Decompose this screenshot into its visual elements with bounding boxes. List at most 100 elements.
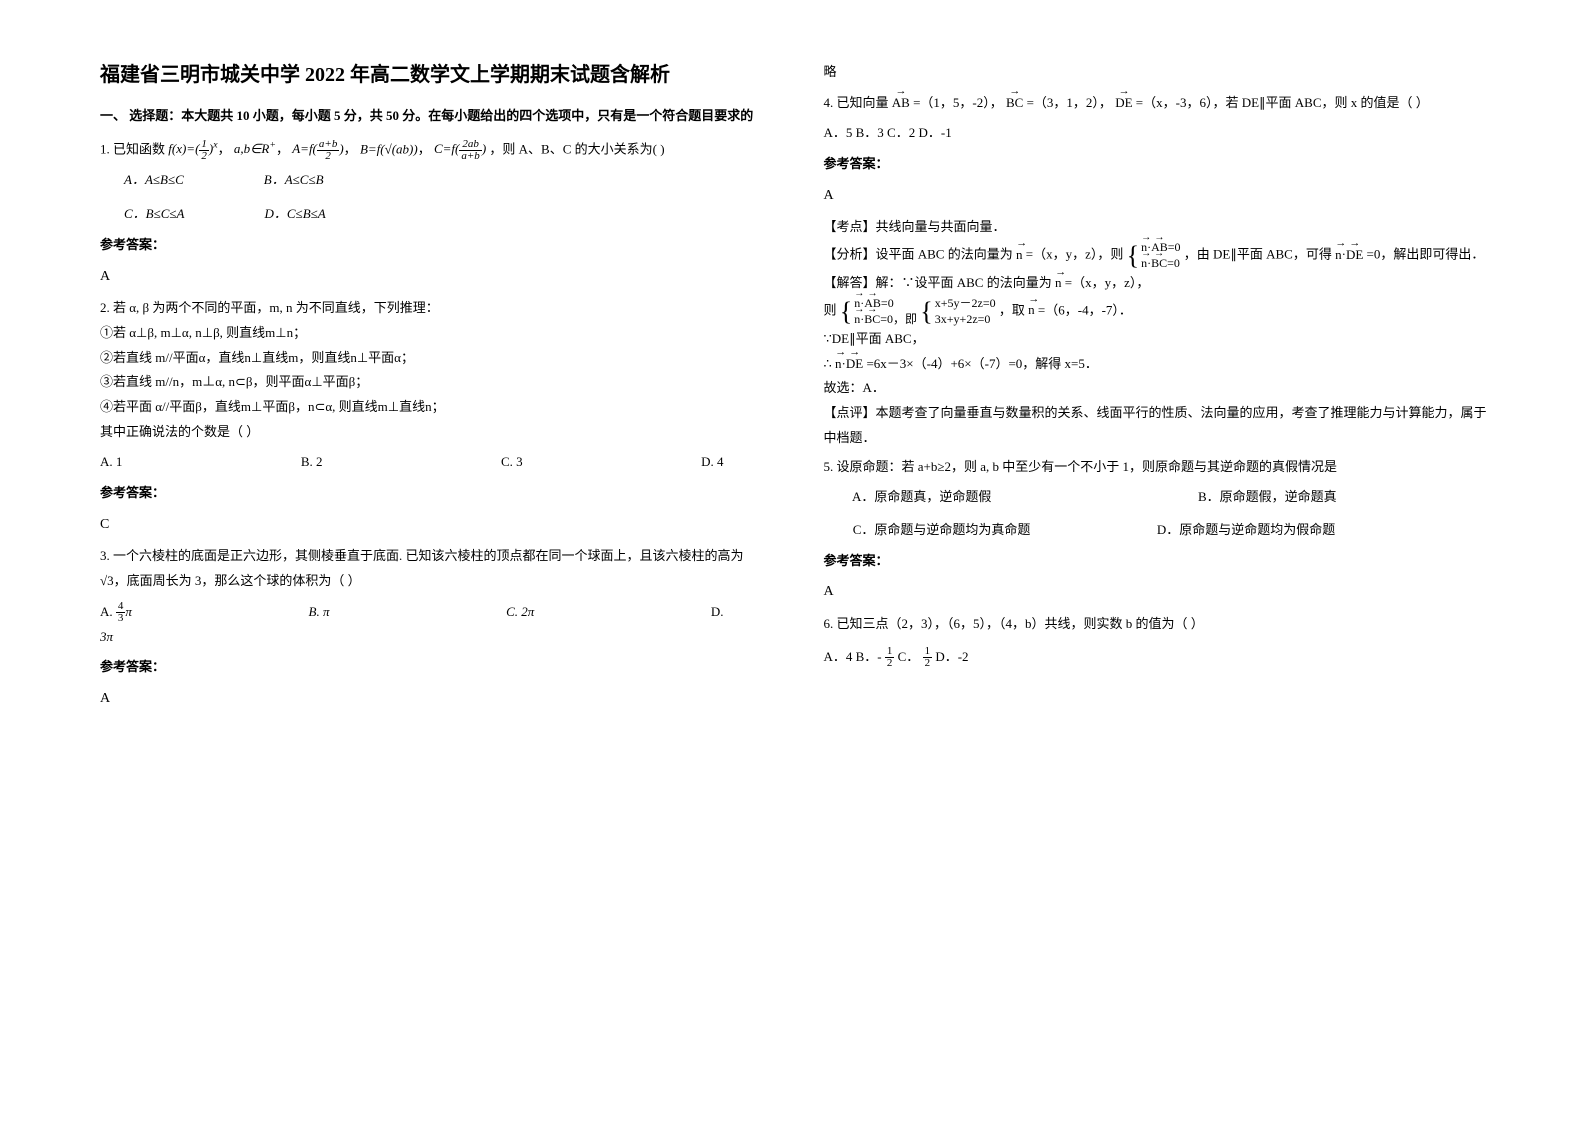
q2-optB: B. 2: [301, 450, 323, 475]
right-column: 略 4. 已知向量 AB =（1，5，-2）， BC =（3，1，2）， DE …: [824, 60, 1488, 1082]
q4-dianp: 【点评】本题考查了向量垂直与数量积的关系、线面平行的性质、法向量的应用，考查了推…: [824, 401, 1488, 450]
q3-optC: C. 2π: [506, 600, 534, 625]
q4-sys-1: { n·AB=0 n·BC=0，即: [840, 296, 917, 327]
section-1-header: 一、 选择题：本大题共 10 小题，每小题 5 分，共 50 分。在每小题给出的…: [100, 104, 764, 129]
vec-DE-2: DE: [1346, 243, 1363, 268]
q2-line2: ②若直线 m//平面α，直线n⊥直线m，则直线n⊥平面α；: [100, 346, 764, 371]
q4-jieda-post: =（x，y，z），: [1065, 275, 1150, 290]
q3-options: A. 43π B. π C. 2π D.: [100, 600, 764, 625]
q4-line-de: ∵DE∥平面 ABC，: [824, 327, 1488, 352]
q5-optC: C．原命题与逆命题均为真命题: [853, 522, 1031, 537]
vec-n-2: n: [1335, 243, 1342, 268]
q4-sys-2: { x+5y－2z=0 3x+y+2z=0: [920, 296, 995, 327]
q4-sys-end: =（6，-4，-7）．: [1038, 302, 1132, 317]
q3-optB: B. π: [309, 600, 330, 625]
question-4: 4. 已知向量 AB =（1，5，-2）， BC =（3，1，2）， DE =（…: [824, 91, 1488, 116]
q4-fenxi-post: ，由 DE∥平面 ABC，可得: [1184, 247, 1332, 262]
q4-fenxi-mid: =（x，y，z），则: [1026, 247, 1124, 262]
q2-answer: C: [100, 512, 764, 539]
q4-calc: =6x－3×（-4）+6×（-7）=0，解得 x=5．: [866, 356, 1097, 371]
q4-answer-label: 参考答案：: [824, 152, 1488, 177]
q4-stem-pre: 4. 已知向量: [824, 95, 889, 110]
q4-sys-l2b: 3x+y+2z=0: [935, 312, 996, 328]
q2-tail: 其中正确说法的个数是（ ）: [100, 420, 764, 445]
q1-optC: C．B≤C≤A: [124, 202, 185, 227]
q5-answer-label: 参考答案：: [824, 549, 1488, 574]
question-6: 6. 已知三点（2，3），（6，5），（4，b）共线，则实数 b 的值为（ ）: [824, 612, 1488, 637]
q1-stem-suffix: ，则 A、B、C 的大小关系为( ): [489, 141, 664, 156]
q4-fenxi-pre: 【分析】设平面 ABC 的法向量为: [824, 247, 1013, 262]
q5-stem: 5. 设原命题：若 a+b≥2，则 a, b 中至少有一个不小于 1，则原命题与…: [824, 455, 1488, 480]
q4-answer: A: [824, 183, 1488, 210]
q4-fenxi-sys: { n·AB=0 n·BC=0: [1127, 240, 1181, 271]
q5-optA: A．原命题真，逆命题假: [852, 489, 991, 504]
q4-sys-post: ，取: [999, 302, 1025, 317]
document-title: 福建省三明市城关中学 2022 年高二数学文上学期期末试题含解析: [100, 60, 764, 90]
exam-page: 福建省三明市城关中学 2022 年高二数学文上学期期末试题含解析 一、 选择题：…: [100, 60, 1487, 1082]
q5-options-row2: C．原命题与逆命题均为真命题 D．原命题与逆命题均为假命题: [824, 518, 1488, 543]
q3-optD2: 3π: [100, 625, 764, 650]
question-2: 2. 若 α, β 为两个不同的平面，m, n 为不同直线，下列推理： ①若 α…: [100, 296, 764, 444]
q6-frac-1: 12: [885, 646, 895, 669]
question-1: 1. 已知函数 f(x)=(12)x， a,b∈R+， A=f(a+b2)， B…: [100, 137, 764, 162]
q2-optA: A. 1: [100, 450, 122, 475]
q4-line-calc: ∴ n·DE =6x－3×（-4）+6×（-7）=0，解得 x=5．: [824, 352, 1488, 377]
q2-optC: C. 3: [501, 450, 523, 475]
q4-system: 则 { n·AB=0 n·BC=0，即 { x+5y－2z=0 3x+y+2z=…: [824, 296, 1488, 327]
q4-stem-mid3: =（x，-3，6），若 DE∥平面 ABC，则 x 的值是（ ）: [1136, 95, 1429, 110]
q4-fenxi: 【分析】设平面 ABC 的法向量为 n =（x，y，z），则 { n·AB=0 …: [824, 240, 1488, 271]
q4-options: A．5 B．3 C．2 D．-1: [824, 121, 1488, 146]
q1-formula-f: f(x)=(12)x: [168, 141, 217, 156]
q1-formula-ab: a,b∈R+: [234, 141, 276, 156]
q1-optD: D．C≤B≤A: [265, 202, 326, 227]
vec-DE: DE: [1115, 91, 1132, 116]
vec-BC: BC: [1006, 91, 1023, 116]
q6-stem: 6. 已知三点（2，3），（6，5），（4，b）共线，则实数 b 的值为（ ）: [824, 612, 1488, 637]
q1-optB: B．A≤C≤B: [264, 168, 324, 193]
q3-answer-label: 参考答案：: [100, 655, 764, 680]
q1-answer: A: [100, 264, 764, 291]
q2-line3: ③若直线 m//n，m⊥α, n⊂β，则平面α⊥平面β；: [100, 370, 764, 395]
q1-optA: A．A≤B≤C: [124, 168, 184, 193]
q4-sys-l2a: =0，即: [880, 312, 917, 326]
q6-options: A．4 B．- 12 C． 12 D．-2: [824, 645, 1488, 670]
q2-line4: ④若平面 α//平面β，直线m⊥平面β，n⊂α, 则直线m⊥直线n；: [100, 395, 764, 420]
vec-n-4: n: [1028, 298, 1035, 323]
q3-stem: 3. 一个六棱柱的底面是正六边形，其侧棱垂直于底面. 已知该六棱柱的顶点都在同一…: [100, 544, 764, 593]
left-column: 福建省三明市城关中学 2022 年高二数学文上学期期末试题含解析 一、 选择题：…: [100, 60, 764, 1082]
q1-formula-A: A=f(a+b2): [292, 141, 343, 156]
q1-answer-label: 参考答案：: [100, 233, 764, 258]
q4-sys-l1a: =0: [881, 296, 894, 310]
q4-stem-mid2: =（3，1，2），: [1027, 95, 1112, 110]
q3-optA: A. 43π: [100, 600, 132, 625]
q5-answer: A: [824, 579, 1488, 606]
question-3: 3. 一个六棱柱的底面是正六边形，其侧棱垂直于底面. 已知该六棱柱的顶点都在同一…: [100, 544, 764, 593]
q1-stem-prefix: 1. 已知函数: [100, 141, 165, 156]
q2-answer-label: 参考答案：: [100, 481, 764, 506]
q2-optD: D. 4: [701, 450, 723, 475]
q4-jieda: 【解答】解：∵设平面 ABC 的法向量为 n =（x，y，z），: [824, 271, 1488, 296]
q1-formula-C: C=f(2aba+b): [434, 141, 486, 156]
q5-optD: D．原命题与逆命题均为假命题: [1157, 522, 1335, 537]
vec-n-5: n: [835, 352, 842, 377]
q4-sys-l1b: x+5y－2z=0: [935, 296, 996, 312]
q2-stem: 2. 若 α, β 为两个不同的平面，m, n 为不同直线，下列推理：: [100, 296, 764, 321]
q4-calc-pre: ∴: [824, 356, 832, 371]
vec-n-1: n: [1016, 243, 1023, 268]
q6-opts-post: D．-2: [935, 649, 968, 664]
q6-frac-2: 12: [923, 646, 933, 669]
q5-options-row1: A．原命题真，逆命题假 B．原命题假，逆命题真: [824, 485, 1488, 510]
question-5: 5. 设原命题：若 a+b≥2，则 a, b 中至少有一个不小于 1，则原命题与…: [824, 455, 1488, 480]
q4-gux: 故选：A．: [824, 376, 1488, 401]
q4-stem-mid: =（1，5，-2），: [913, 95, 1003, 110]
vec-AB: AB: [892, 91, 910, 116]
q1-formula-B: B=f(√(ab)): [360, 141, 418, 156]
q4-fenxi-end: =0，解出即可得出．: [1367, 247, 1485, 262]
q4-sys-pre: 则: [824, 302, 837, 317]
col2-top: 略: [824, 60, 1488, 85]
q2-options: A. 1 B. 2 C. 3 D. 4: [100, 450, 764, 475]
vec-n-3: n: [1055, 271, 1062, 296]
q2-line1: ①若 α⊥β, m⊥α, n⊥β, 则直线m⊥n；: [100, 321, 764, 346]
q6-opts-pre: A．4 B．-: [824, 649, 882, 664]
q5-optB: B．原命题假，逆命题真: [1198, 489, 1337, 504]
